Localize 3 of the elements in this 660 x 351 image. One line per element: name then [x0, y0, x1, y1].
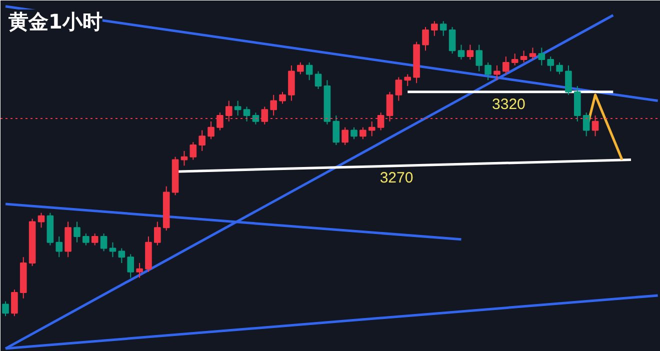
annotation: 3270: [380, 170, 414, 187]
chart-title: 黄金1小时: [8, 10, 102, 34]
annotation: 3320: [492, 96, 526, 113]
